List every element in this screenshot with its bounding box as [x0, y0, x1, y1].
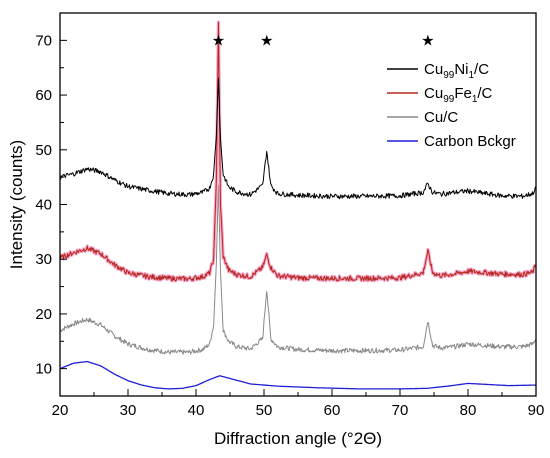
- y-tick-label: 40: [35, 197, 52, 214]
- y-tick-label: 10: [35, 361, 52, 378]
- x-tick-label: 60: [324, 402, 341, 419]
- ticks-layer: 20 30 40 50 60 70 80 90 10 20 30 40 50 60 70: [35, 12, 545, 419]
- series-line-cu-c: [59, 184, 537, 355]
- y-tick-label: 60: [35, 87, 52, 104]
- x-tick-label: 70: [392, 402, 409, 419]
- x-axis-title: Diffraction angle (°2Θ): [214, 429, 382, 448]
- y-tick-label: 50: [35, 142, 52, 159]
- peak-star-icon: ★: [421, 31, 434, 49]
- y-axis-title: Intensity (counts): [7, 140, 26, 269]
- y-tick-label: 70: [35, 32, 52, 49]
- legend-label: Carbon Bckgr: [424, 133, 516, 150]
- x-tick-label: 20: [52, 402, 69, 419]
- x-tick-label: 30: [120, 402, 137, 419]
- peak-star-icon: ★: [212, 31, 225, 49]
- series-line-cu99ni1-c: [59, 77, 537, 200]
- peak-star-icon: ★: [260, 31, 273, 49]
- legend-label: Cu99Ni1/C: [424, 61, 489, 81]
- peak-markers: ★ ★ ★: [212, 31, 435, 49]
- series-line-cu99fe1-c: [59, 21, 537, 282]
- series-line-carbon-bckgr: [59, 360, 537, 390]
- x-tick-label: 50: [256, 402, 273, 419]
- y-tick-label: 20: [35, 306, 52, 323]
- x-tick-label: 90: [528, 402, 545, 419]
- legend-label: Cu/C: [424, 109, 458, 126]
- series-layer: [58, 20, 537, 390]
- x-tick-label: 80: [460, 402, 477, 419]
- x-tick-label: 40: [188, 402, 205, 419]
- legend-label: Cu99Fe1/C: [424, 85, 493, 105]
- legend: Cu99Ni1/C Cu99Fe1/C Cu/C Carbon Bckgr: [387, 61, 516, 150]
- y-tick-label: 30: [35, 251, 52, 268]
